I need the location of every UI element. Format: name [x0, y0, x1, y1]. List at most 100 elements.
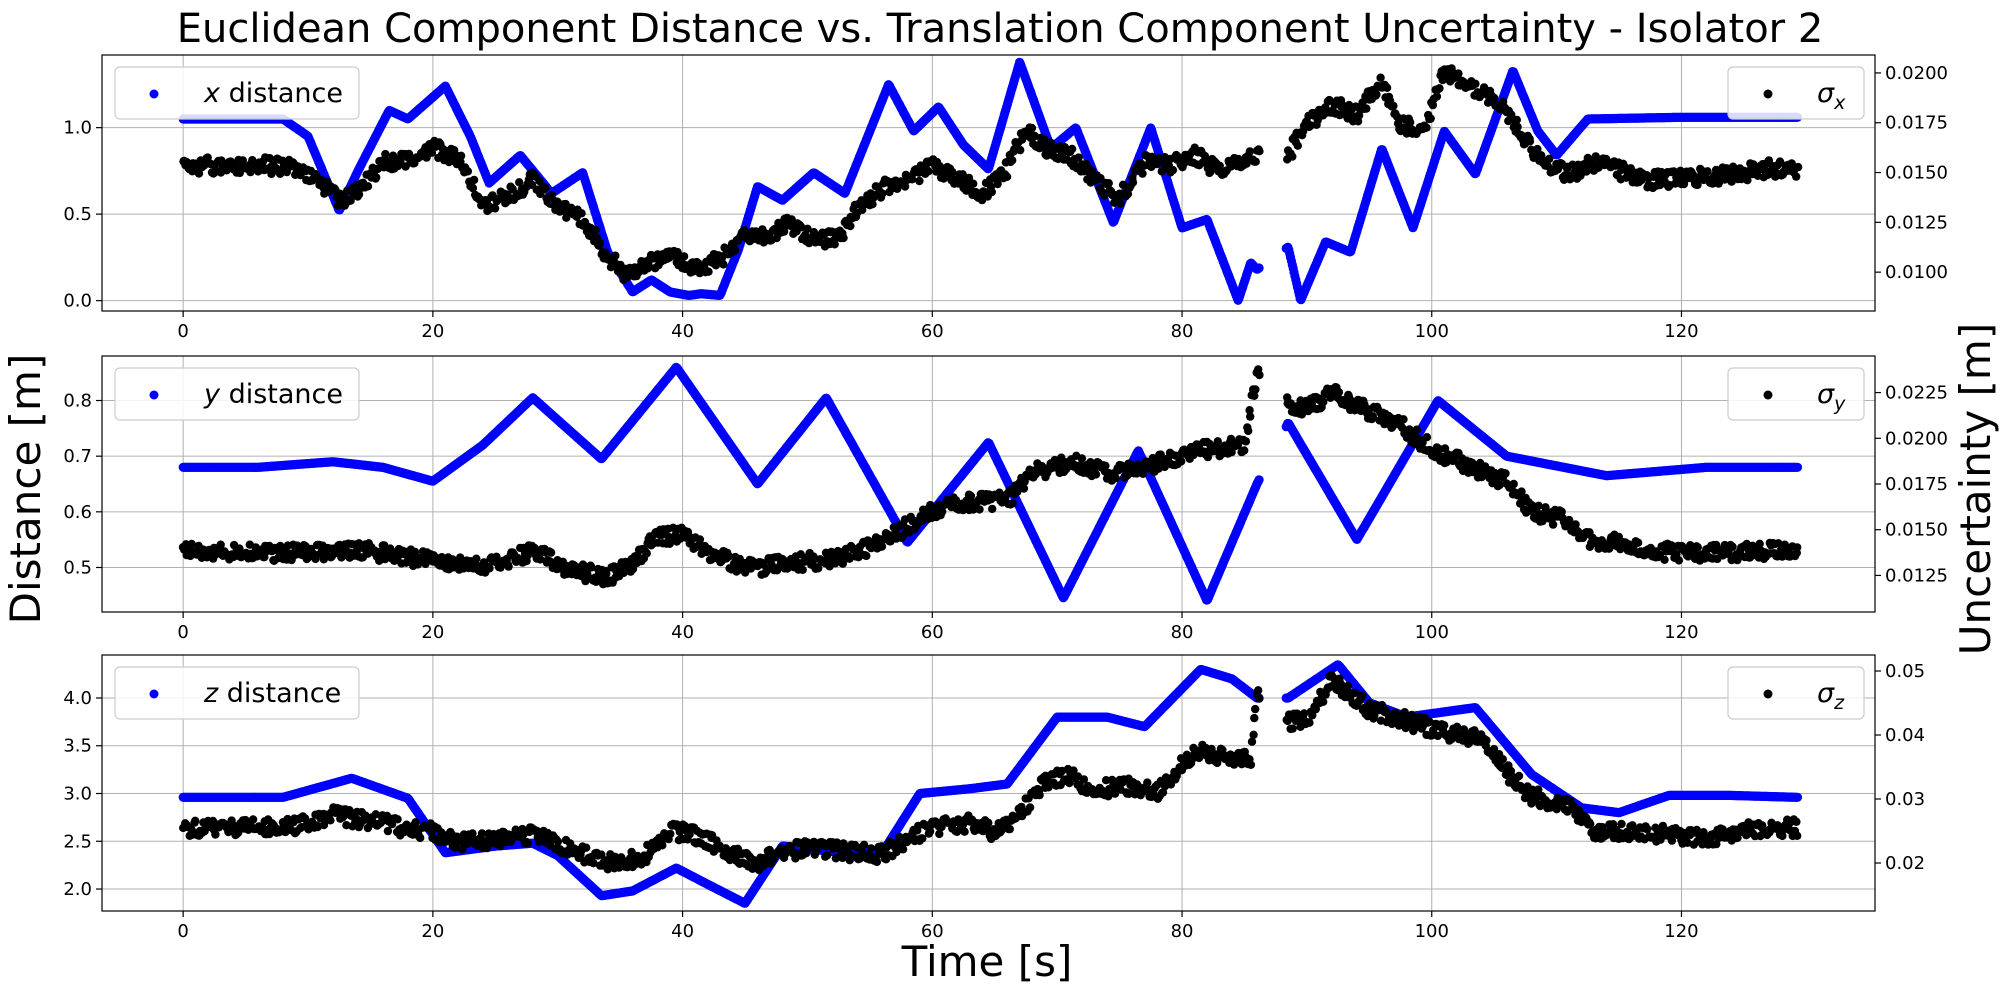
- uncertainty-point: [1489, 93, 1499, 103]
- distance-point: [1254, 263, 1264, 273]
- distance-series: [178, 57, 1803, 305]
- uncertainty-point: [803, 224, 812, 233]
- x-tick-label: 0: [177, 321, 188, 342]
- uncertainty-point: [1693, 180, 1702, 190]
- uncertainty-point: [719, 260, 728, 269]
- uncertainty-point: [468, 183, 478, 193]
- uncertainty-point: [1067, 144, 1077, 154]
- uncertainty-point: [1525, 137, 1535, 146]
- legend-label: x distance: [203, 78, 343, 109]
- uncertainty-point: [595, 239, 605, 248]
- uncertainty-point: [515, 178, 524, 187]
- uncertainty-point: [354, 190, 364, 199]
- uncertainty-point: [1362, 104, 1371, 113]
- uncertainty-point: [577, 209, 586, 218]
- distance-series: [178, 362, 1803, 605]
- legend-label: σx: [1817, 78, 1846, 114]
- panel-x: 0 20 40 60 80 100 1200.00.51.00.01000.01250.01…: [63, 54, 1948, 342]
- uncertainty-point: [1708, 179, 1717, 188]
- legend-box: [1727, 66, 1865, 120]
- uncertainty-point: [915, 176, 924, 186]
- legend-marker: [149, 89, 159, 99]
- uncertainty-point: [1432, 92, 1442, 101]
- uncertainty-point: [1405, 118, 1415, 127]
- uncertainty-point: [958, 170, 967, 179]
- uncertainty-point: [1513, 122, 1522, 132]
- uncertainty-point: [1104, 179, 1113, 188]
- uncertainty-point: [779, 227, 789, 236]
- uncertainty-point: [969, 179, 978, 188]
- uncertainty-point: [1392, 112, 1402, 121]
- y-tick-label: 0.0: [63, 291, 92, 312]
- uncertainty-point: [381, 149, 390, 159]
- uncertainty-point: [1128, 178, 1138, 187]
- uncertainty-point: [591, 225, 600, 235]
- uncertainty-point: [1168, 165, 1178, 175]
- uncertainty-point: [427, 148, 437, 157]
- uncertainty-point: [1002, 172, 1012, 181]
- uncertainty-point: [846, 221, 855, 231]
- uncertainty-point: [1074, 153, 1083, 162]
- uncertainty-point: [1008, 156, 1017, 165]
- uncertainty-point: [644, 260, 653, 270]
- uncertainty-point: [1703, 167, 1712, 176]
- uncertainty-point: [1389, 101, 1398, 111]
- uncertainty-point: [1435, 84, 1444, 93]
- uncertainty-point: [1138, 169, 1147, 178]
- x-tick-label: 20: [421, 321, 444, 342]
- uncertainty-point: [730, 246, 740, 255]
- chart-title: Euclidean Component Distance vs. Transla…: [177, 6, 1824, 52]
- uncertainty-point: [194, 169, 204, 178]
- uncertainty-point: [1046, 138, 1055, 147]
- plot-frame: [101, 54, 1876, 312]
- x-tick-label: 120: [1664, 321, 1698, 342]
- legend-box: [114, 66, 360, 120]
- uncertainty-point: [1100, 191, 1109, 200]
- right-y-tick-label: 0.0100: [1885, 262, 1948, 283]
- uncertainty-point: [1255, 147, 1264, 156]
- uncertainty-point: [907, 175, 917, 184]
- uncertainty-point: [1325, 95, 1334, 105]
- uncertainty-point: [238, 156, 247, 165]
- uncertainty-point: [878, 189, 887, 198]
- uncertainty-point: [1016, 145, 1025, 155]
- uncertainty-point: [1545, 154, 1554, 163]
- right-y-tick-label: 0.0175: [1885, 113, 1948, 134]
- uncertainty-point: [1027, 123, 1037, 133]
- uncertainty-point: [463, 167, 473, 176]
- uncertainty-point: [541, 183, 550, 192]
- uncertainty-point: [372, 173, 381, 182]
- uncertainty-point: [611, 251, 620, 260]
- uncertainty-point: [1118, 180, 1128, 189]
- uncertainty-point: [1679, 179, 1689, 189]
- uncertainty-point: [948, 167, 957, 177]
- uncertainty-point: [1793, 162, 1803, 172]
- uncertainty-point: [868, 200, 877, 209]
- uncertainty-point: [1727, 177, 1736, 186]
- uncertainty-series: [178, 365, 1802, 589]
- uncertainty-point: [924, 167, 933, 176]
- distance-point: [1792, 462, 1803, 472]
- uncertainty-point: [187, 539, 196, 549]
- uncertainty-point: [1454, 69, 1463, 78]
- legend-distance-x: x distance: [114, 66, 360, 120]
- uncertainty-point: [469, 175, 479, 185]
- uncertainty-point: [490, 204, 500, 213]
- uncertainty-point: [839, 233, 848, 243]
- right-y-tick-label: 0.0150: [1885, 163, 1948, 184]
- uncertainty-point: [1245, 147, 1255, 156]
- uncertainty-point: [1116, 199, 1125, 208]
- chart-panels: 0 20 40 60 80 100 1200.00.51.00.01000.01250.01…: [63, 54, 1948, 942]
- uncertainty-series: [179, 64, 1803, 284]
- uncertainty-point: [363, 182, 373, 191]
- uncertainty-point: [1382, 83, 1392, 93]
- legend-marker: [1763, 89, 1773, 99]
- uncertainty-point: [1376, 73, 1385, 82]
- right-y-tick-label: 0.0200: [1885, 63, 1948, 84]
- uncertainty-point: [1293, 141, 1303, 150]
- uncertainty-point: [987, 187, 996, 197]
- uncertainty-point: [679, 252, 689, 261]
- uncertainty-point: [1372, 90, 1381, 99]
- uncertainty-point: [1512, 115, 1522, 125]
